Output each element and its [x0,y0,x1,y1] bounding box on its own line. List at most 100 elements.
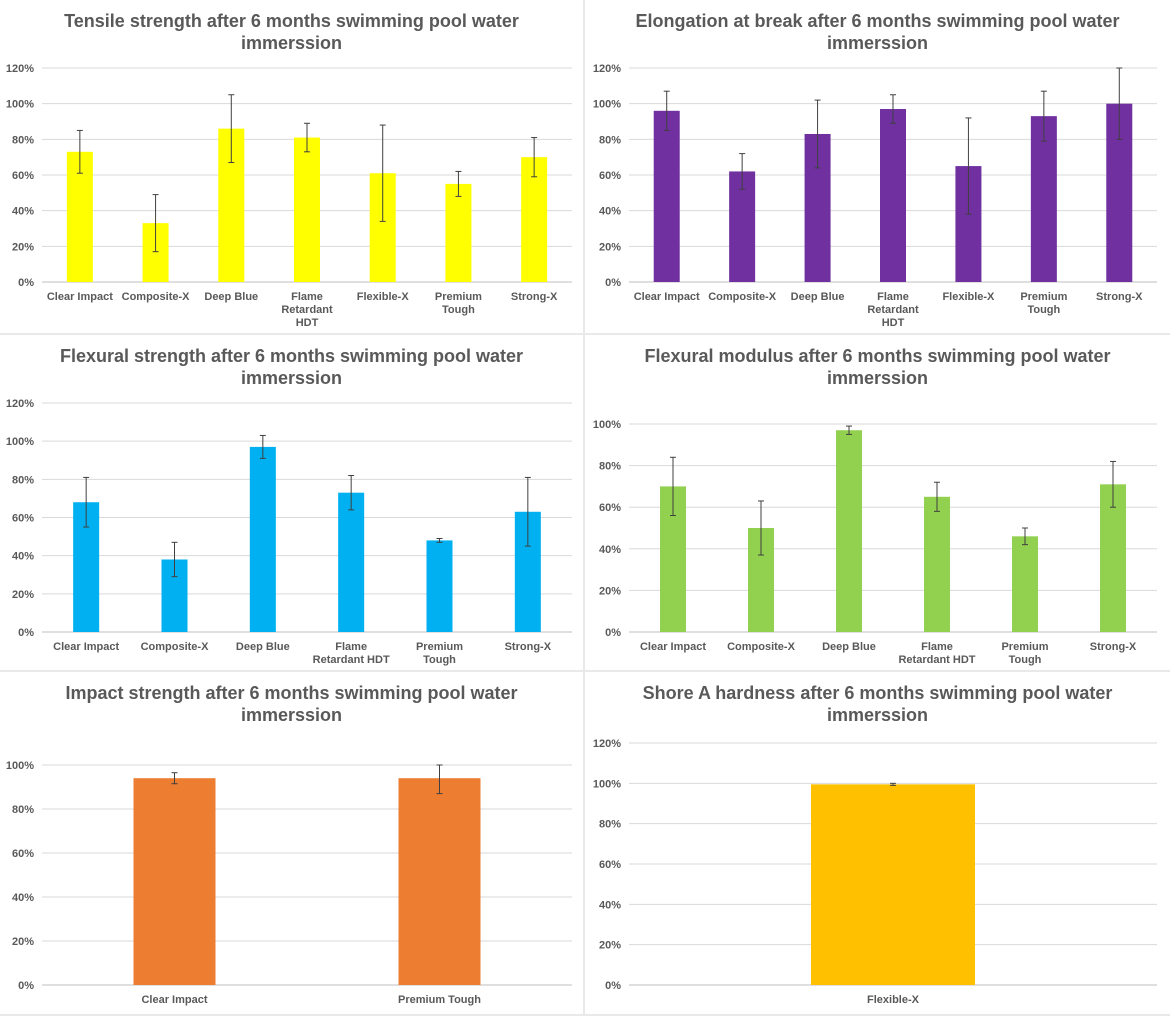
y-tick-label: 100% [593,778,621,790]
y-tick-label: 80% [599,461,621,473]
x-tick-label-line: Premium [416,641,463,653]
y-tick-label: 40% [12,551,34,563]
x-tick-label: Flexible-X [357,291,410,303]
chart-title: Shore A hardness after 6 months swimming… [642,683,1113,725]
bar [249,446,276,632]
x-tick-label-line: Premium [435,291,482,303]
y-tick-label: 60% [12,513,34,525]
x-tick-label: Premium Tough [435,291,482,316]
y-tick-label: 40% [599,899,621,911]
chart-plot: 0% 20% 40% 60% 80% 100% 120% Clear Impact Compos… [593,63,1157,329]
bar [924,496,950,632]
bar [653,110,680,282]
y-tick-label: 80% [12,134,34,146]
x-tick-label-line: Composite-X [708,291,777,303]
y-tick-label: 40% [599,206,621,218]
chart-plot: 0% 20% 40% 60% 80% 100% 120% Flexible-X [593,738,1157,1006]
y-tick-label: 100% [6,99,34,111]
x-tick-label: Deep Blue [204,291,258,303]
x-tick-label-line: Composite-X [141,641,210,653]
x-tick-label: Composite-X [141,641,210,653]
bar [133,778,216,985]
x-tick-label: Clear Impact [634,291,700,303]
x-tick-label: Strong-X [505,641,552,653]
x-tick-label-line: Deep Blue [822,641,876,653]
y-tick-label: 120% [6,398,34,410]
x-tick-label: Flame Retardant HDT [281,291,333,329]
x-tick-label-line: Retardant HDT [313,654,390,666]
chart-title: Tensile strength after 6 months swimming… [64,11,519,53]
x-tick-label: Deep Blue [822,641,876,653]
chart-plot: 0% 20% 40% 60% 80% 100% 120% Clear Impact Compos… [6,398,572,666]
y-tick-label: 100% [6,760,34,772]
y-tick-label: 60% [12,170,34,182]
y-tick-label: 0% [605,627,621,639]
x-tick-label-line: Flexible-X [357,291,410,303]
y-tick-label: 60% [599,502,621,514]
y-tick-label: 0% [18,980,34,992]
x-tick-label-line: Flame [921,641,953,653]
x-tick-label: Clear Impact [53,641,119,653]
x-tick-label-line: Retardant [867,304,919,316]
x-tick-label: Premium Tough [1020,291,1067,316]
bar [729,171,756,282]
x-tick-label: Premium Tough [416,641,463,666]
y-tick-label: 20% [12,589,34,601]
bar [338,492,365,632]
y-tick-label: 100% [6,436,34,448]
impact-strength-chart: Impact strength after 6 months swimming … [0,672,583,1014]
x-tick-label-line: Tough [423,654,456,666]
chart-plot: 0% 20% 40% 60% 80% 100% 120% Clear Impact Compos… [6,63,572,329]
bar [521,157,548,282]
y-tick-label: 120% [593,738,621,750]
x-tick-label-line: HDT [296,317,319,329]
y-tick-label: 20% [12,241,34,253]
x-tick-label-line: Premium [1020,291,1067,303]
x-tick-label: Deep Blue [791,291,845,303]
y-tick-label: 0% [18,627,34,639]
x-tick-label-line: Deep Blue [204,291,258,303]
y-tick-label: 40% [12,892,34,904]
x-tick-label: Clear Impact [47,291,113,303]
x-tick-label: Flexible-X [867,994,920,1006]
y-tick-label: 60% [12,848,34,860]
x-tick-label: Clear Impact [640,641,706,653]
y-tick-label: 0% [605,277,621,289]
y-tick-label: 100% [593,419,621,431]
x-tick-label: Composite-X [708,291,777,303]
y-tick-label: 80% [12,804,34,816]
y-tick-label: 60% [599,859,621,871]
x-tick-label: Composite-X [727,641,796,653]
flexural-modulus-chart: Flexural modulus after 6 months swimming… [585,335,1170,670]
bar [836,430,862,632]
chart-plot: 0% 20% 40% 60% 80% 100% Clear Impact Composite-… [593,419,1157,666]
x-tick-label-line: Tough [1009,654,1042,666]
x-tick-label-line: Premium Tough [398,994,481,1006]
tensile-strength-chart: Tensile strength after 6 months swimming… [0,0,583,333]
elongation-at-break-chart: Elongation at break after 6 months swimm… [585,0,1170,333]
x-tick-label: Premium Tough [398,994,481,1006]
x-tick-label-line: Composite-X [727,641,796,653]
x-tick-label-line: Tough [1027,304,1060,316]
x-tick-label: Strong-X [511,291,558,303]
x-tick-label-line: Flame [291,291,323,303]
bar [294,137,320,282]
shore-a-hardness-chart: Shore A hardness after 6 months swimming… [585,672,1170,1014]
x-tick-label-line: Clear Impact [640,641,706,653]
chart-title: Elongation at break after 6 months swimm… [635,11,1120,53]
x-tick-label-line: Premium [1001,641,1048,653]
bar [1030,116,1057,283]
y-tick-label: 20% [599,585,621,597]
x-tick-label-line: Clear Impact [141,994,207,1006]
x-tick-label-line: HDT [882,317,905,329]
x-tick-label-line: Strong-X [1096,291,1143,303]
x-tick-label-line: Deep Blue [791,291,845,303]
x-tick-label: Premium Tough [1001,641,1048,666]
chart-title: Impact strength after 6 months swimming … [65,683,518,725]
y-tick-label: 60% [599,170,621,182]
y-tick-label: 80% [599,819,621,831]
bar [811,784,975,985]
x-tick-label-line: Strong-X [505,641,552,653]
x-tick-label-line: Deep Blue [236,641,290,653]
x-tick-label-line: Retardant HDT [898,654,975,666]
